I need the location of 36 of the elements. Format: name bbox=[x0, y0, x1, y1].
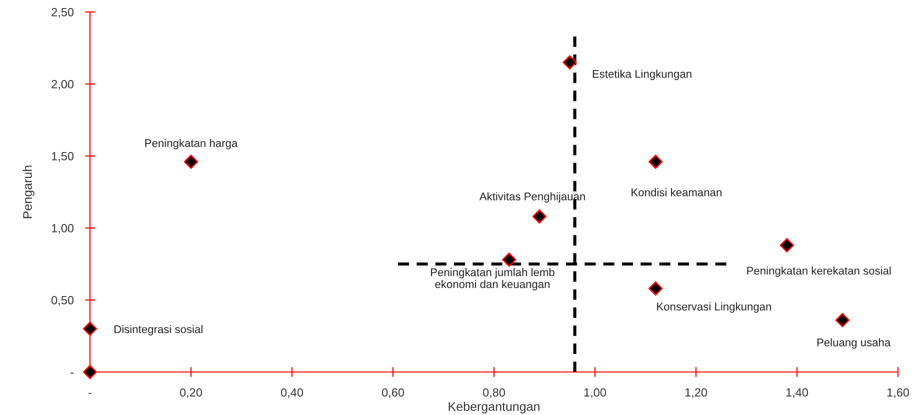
y-tick-label: 2,50 bbox=[52, 8, 74, 18]
point bbox=[562, 55, 577, 70]
point bbox=[184, 154, 198, 169]
x-tick-label: 1,40 bbox=[786, 388, 808, 398]
point bbox=[648, 281, 663, 296]
y-axis-title: Pengaruh bbox=[22, 166, 34, 218]
y-tick-label: 0,50 bbox=[52, 296, 74, 306]
annotation: Peningkatan jumlah lemb ekonomi dan keuangan bbox=[431, 268, 554, 290]
point bbox=[82, 364, 98, 380]
annotation: Konservasi Lingkungan bbox=[657, 302, 771, 313]
annotation: Kondisi keamanan bbox=[632, 188, 722, 196]
x-tick-label: 1,20 bbox=[685, 388, 708, 398]
point bbox=[532, 209, 547, 224]
annotation: Disintegrasi sosial bbox=[114, 325, 202, 336]
x-tick-label: 1,60 bbox=[887, 388, 910, 398]
x-tick-label: - bbox=[88, 392, 92, 394]
point bbox=[648, 154, 663, 169]
point bbox=[835, 313, 850, 328]
annotation: Peningkatan harga bbox=[145, 138, 238, 150]
annotation: Peluang usaha bbox=[817, 338, 891, 349]
x-tick-label: 0,40 bbox=[280, 388, 304, 398]
y-tick-label: 1,50 bbox=[52, 152, 74, 162]
x-tick-label: 0,20 bbox=[180, 388, 202, 398]
annotation: Peningkatan kerekatan sosial bbox=[747, 266, 891, 277]
point bbox=[82, 322, 98, 336]
x-tick-label: 0,80 bbox=[482, 388, 506, 398]
x-axis-title: Kebergantungan bbox=[448, 402, 540, 414]
y-tick-label: 2,00 bbox=[52, 80, 74, 90]
point bbox=[502, 252, 516, 267]
annotation: Aktivitas Penghijauan bbox=[479, 192, 585, 203]
y-tick-label: 1,00 bbox=[52, 224, 74, 234]
annotation: Estetika Lingkungan bbox=[592, 70, 692, 80]
x-tick-label: 0,60 bbox=[382, 388, 404, 398]
y-tick-label: - bbox=[70, 372, 74, 374]
point bbox=[780, 238, 794, 252]
x-tick-label: 1,00 bbox=[584, 388, 606, 398]
